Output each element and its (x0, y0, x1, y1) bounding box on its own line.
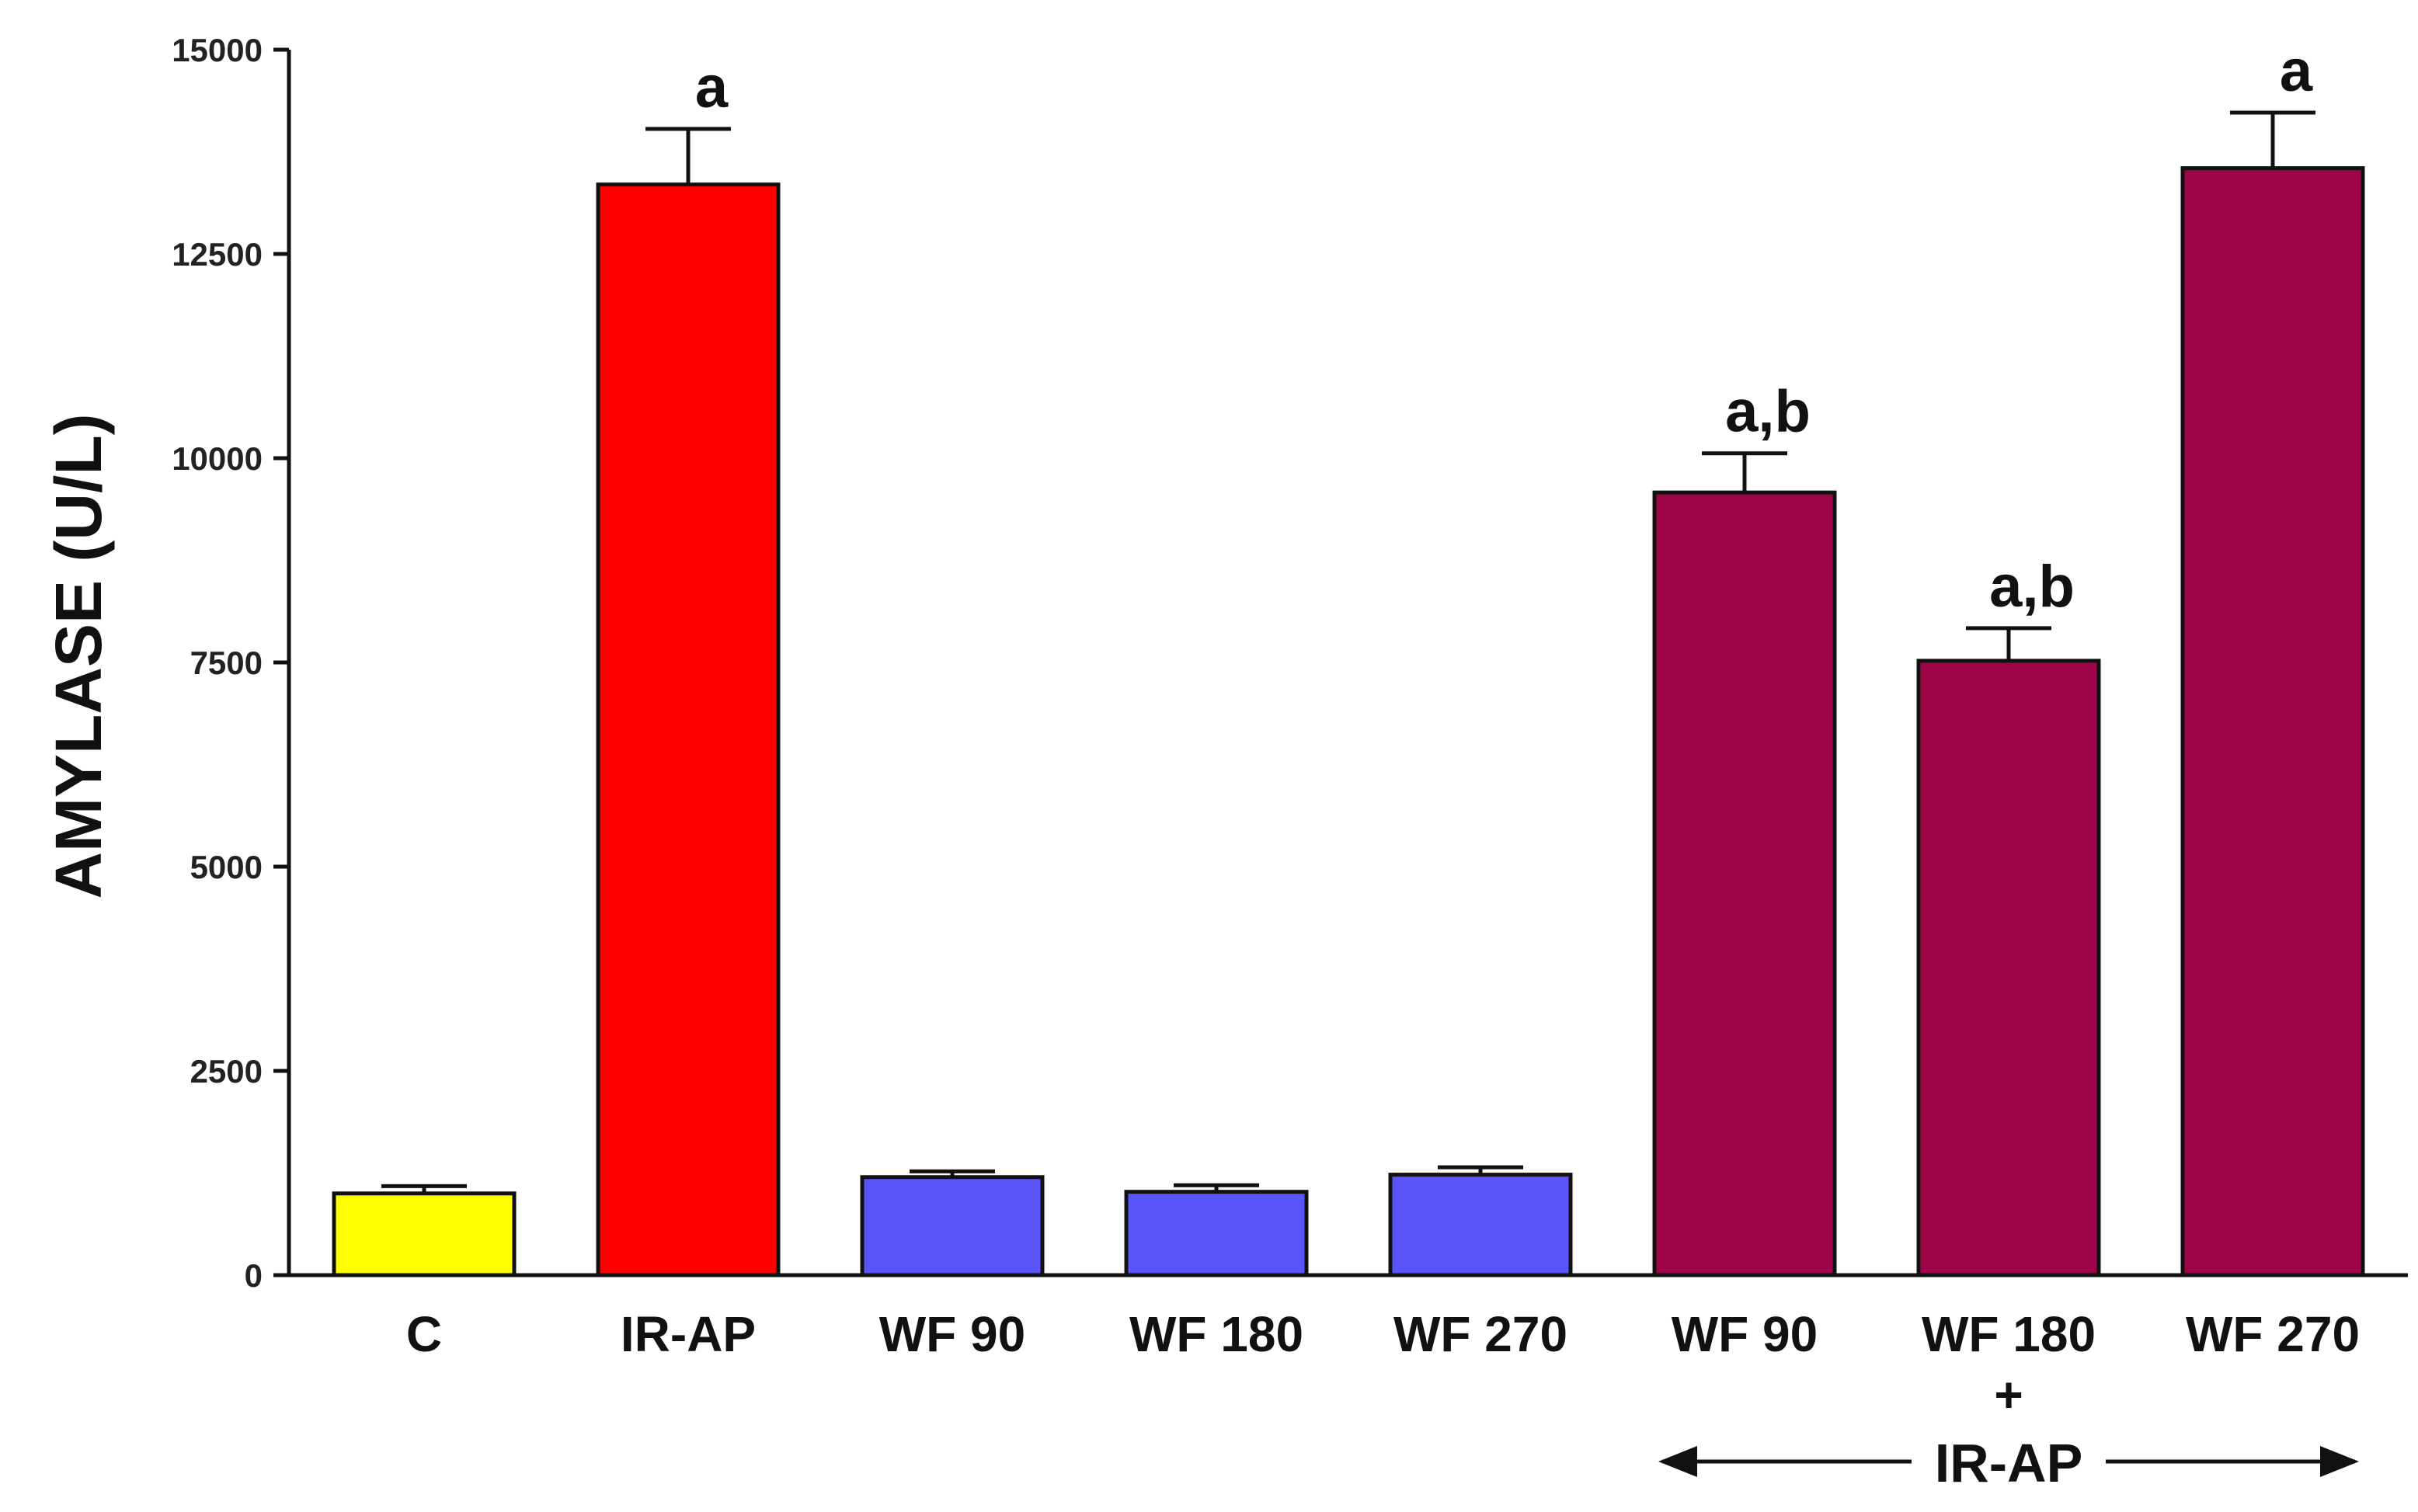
bar (1124, 1190, 1309, 1277)
bar (2180, 166, 2365, 1277)
category-label: WF 90 (879, 1306, 1025, 1362)
category-label: WF 270 (2186, 1306, 2360, 1362)
y-tick-label: 10000 (172, 440, 263, 477)
x-axis: C IR-AP WF 90 WF 180 WF 270 WF 90 WF 180 WF 270 (289, 1273, 2408, 1362)
category-label: WF 180 (1922, 1306, 2096, 1362)
bar (1652, 490, 1837, 1277)
group-label: IR-AP (1935, 1433, 2083, 1493)
category-label: C (406, 1306, 442, 1362)
significance-label: a,b (1989, 554, 2075, 620)
category-label: IR-AP (621, 1306, 756, 1362)
category-label: WF 180 (1129, 1306, 1303, 1362)
y-axis-label: AMYLASE (U/L) (42, 413, 115, 899)
y-tick-label: 0 (245, 1257, 263, 1294)
significance-label: a,b (1725, 379, 1811, 445)
category-label: WF 90 (1672, 1306, 1818, 1362)
y-tick-label: 7500 (190, 645, 263, 681)
category-label: WF 270 (1393, 1306, 1567, 1362)
significance-label: a (2280, 38, 2313, 104)
y-axis: 0 2500 5000 7500 10000 12500 15000 (172, 32, 291, 1294)
bars: a a,b a,b a (332, 38, 2365, 1277)
significance-label: a (695, 54, 729, 120)
group-plus-sign: + (1994, 1367, 2023, 1423)
group-bracket: + IR-AP (1658, 1367, 2359, 1493)
bar (860, 1175, 1045, 1277)
bar (332, 1191, 517, 1277)
y-tick-label: 5000 (190, 849, 263, 885)
y-tick-label: 12500 (172, 236, 263, 273)
y-tick-label: 15000 (172, 32, 263, 68)
y-tick-label: 2500 (190, 1053, 263, 1090)
bar (1916, 659, 2101, 1277)
bar (1388, 1173, 1573, 1277)
bar (596, 182, 781, 1277)
